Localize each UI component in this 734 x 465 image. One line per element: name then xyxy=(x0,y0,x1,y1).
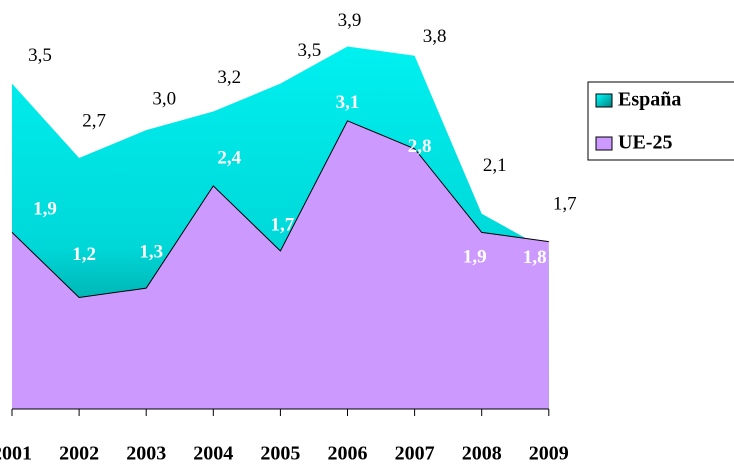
legend-swatch xyxy=(595,136,613,151)
data-label: 3,2 xyxy=(217,67,241,88)
data-label: 3,5 xyxy=(298,40,322,61)
data-label: 1,7 xyxy=(553,193,577,214)
data-label: 1,8 xyxy=(523,247,547,268)
data-label: 2,4 xyxy=(217,147,241,168)
x-tick-label: 2005 xyxy=(260,443,300,465)
x-tick-label: 2007 xyxy=(395,443,435,465)
data-label: 1,9 xyxy=(33,199,57,220)
x-tick-label: 2008 xyxy=(462,443,502,465)
x-tick-label: 2004 xyxy=(193,443,233,465)
x-tick-label: 2003 xyxy=(126,443,166,465)
area-line xyxy=(11,120,549,298)
data-label: 1,3 xyxy=(139,242,163,263)
data-label: 3,8 xyxy=(423,26,447,47)
x-tick-label: 2002 xyxy=(59,443,99,465)
data-label: 2,8 xyxy=(408,136,432,157)
data-label: 2,7 xyxy=(82,110,106,131)
x-tick-label: 2001 xyxy=(0,443,32,465)
area xyxy=(12,120,549,409)
legend-label: España xyxy=(618,89,681,111)
data-label: 3,0 xyxy=(152,88,176,109)
x-tick-label: 2006 xyxy=(328,443,368,465)
data-label: 1,9 xyxy=(463,247,487,268)
legend-label: UE-25 xyxy=(618,132,672,154)
legend-swatch xyxy=(595,93,613,108)
data-label: 3,9 xyxy=(338,10,362,31)
data-label: 1,7 xyxy=(271,214,295,235)
data-label: 3,1 xyxy=(336,92,360,113)
x-tick-label: 2009 xyxy=(529,443,569,465)
data-label: 1,2 xyxy=(72,244,96,265)
data-label: 3,5 xyxy=(28,45,52,66)
data-label: 2,1 xyxy=(483,155,507,176)
